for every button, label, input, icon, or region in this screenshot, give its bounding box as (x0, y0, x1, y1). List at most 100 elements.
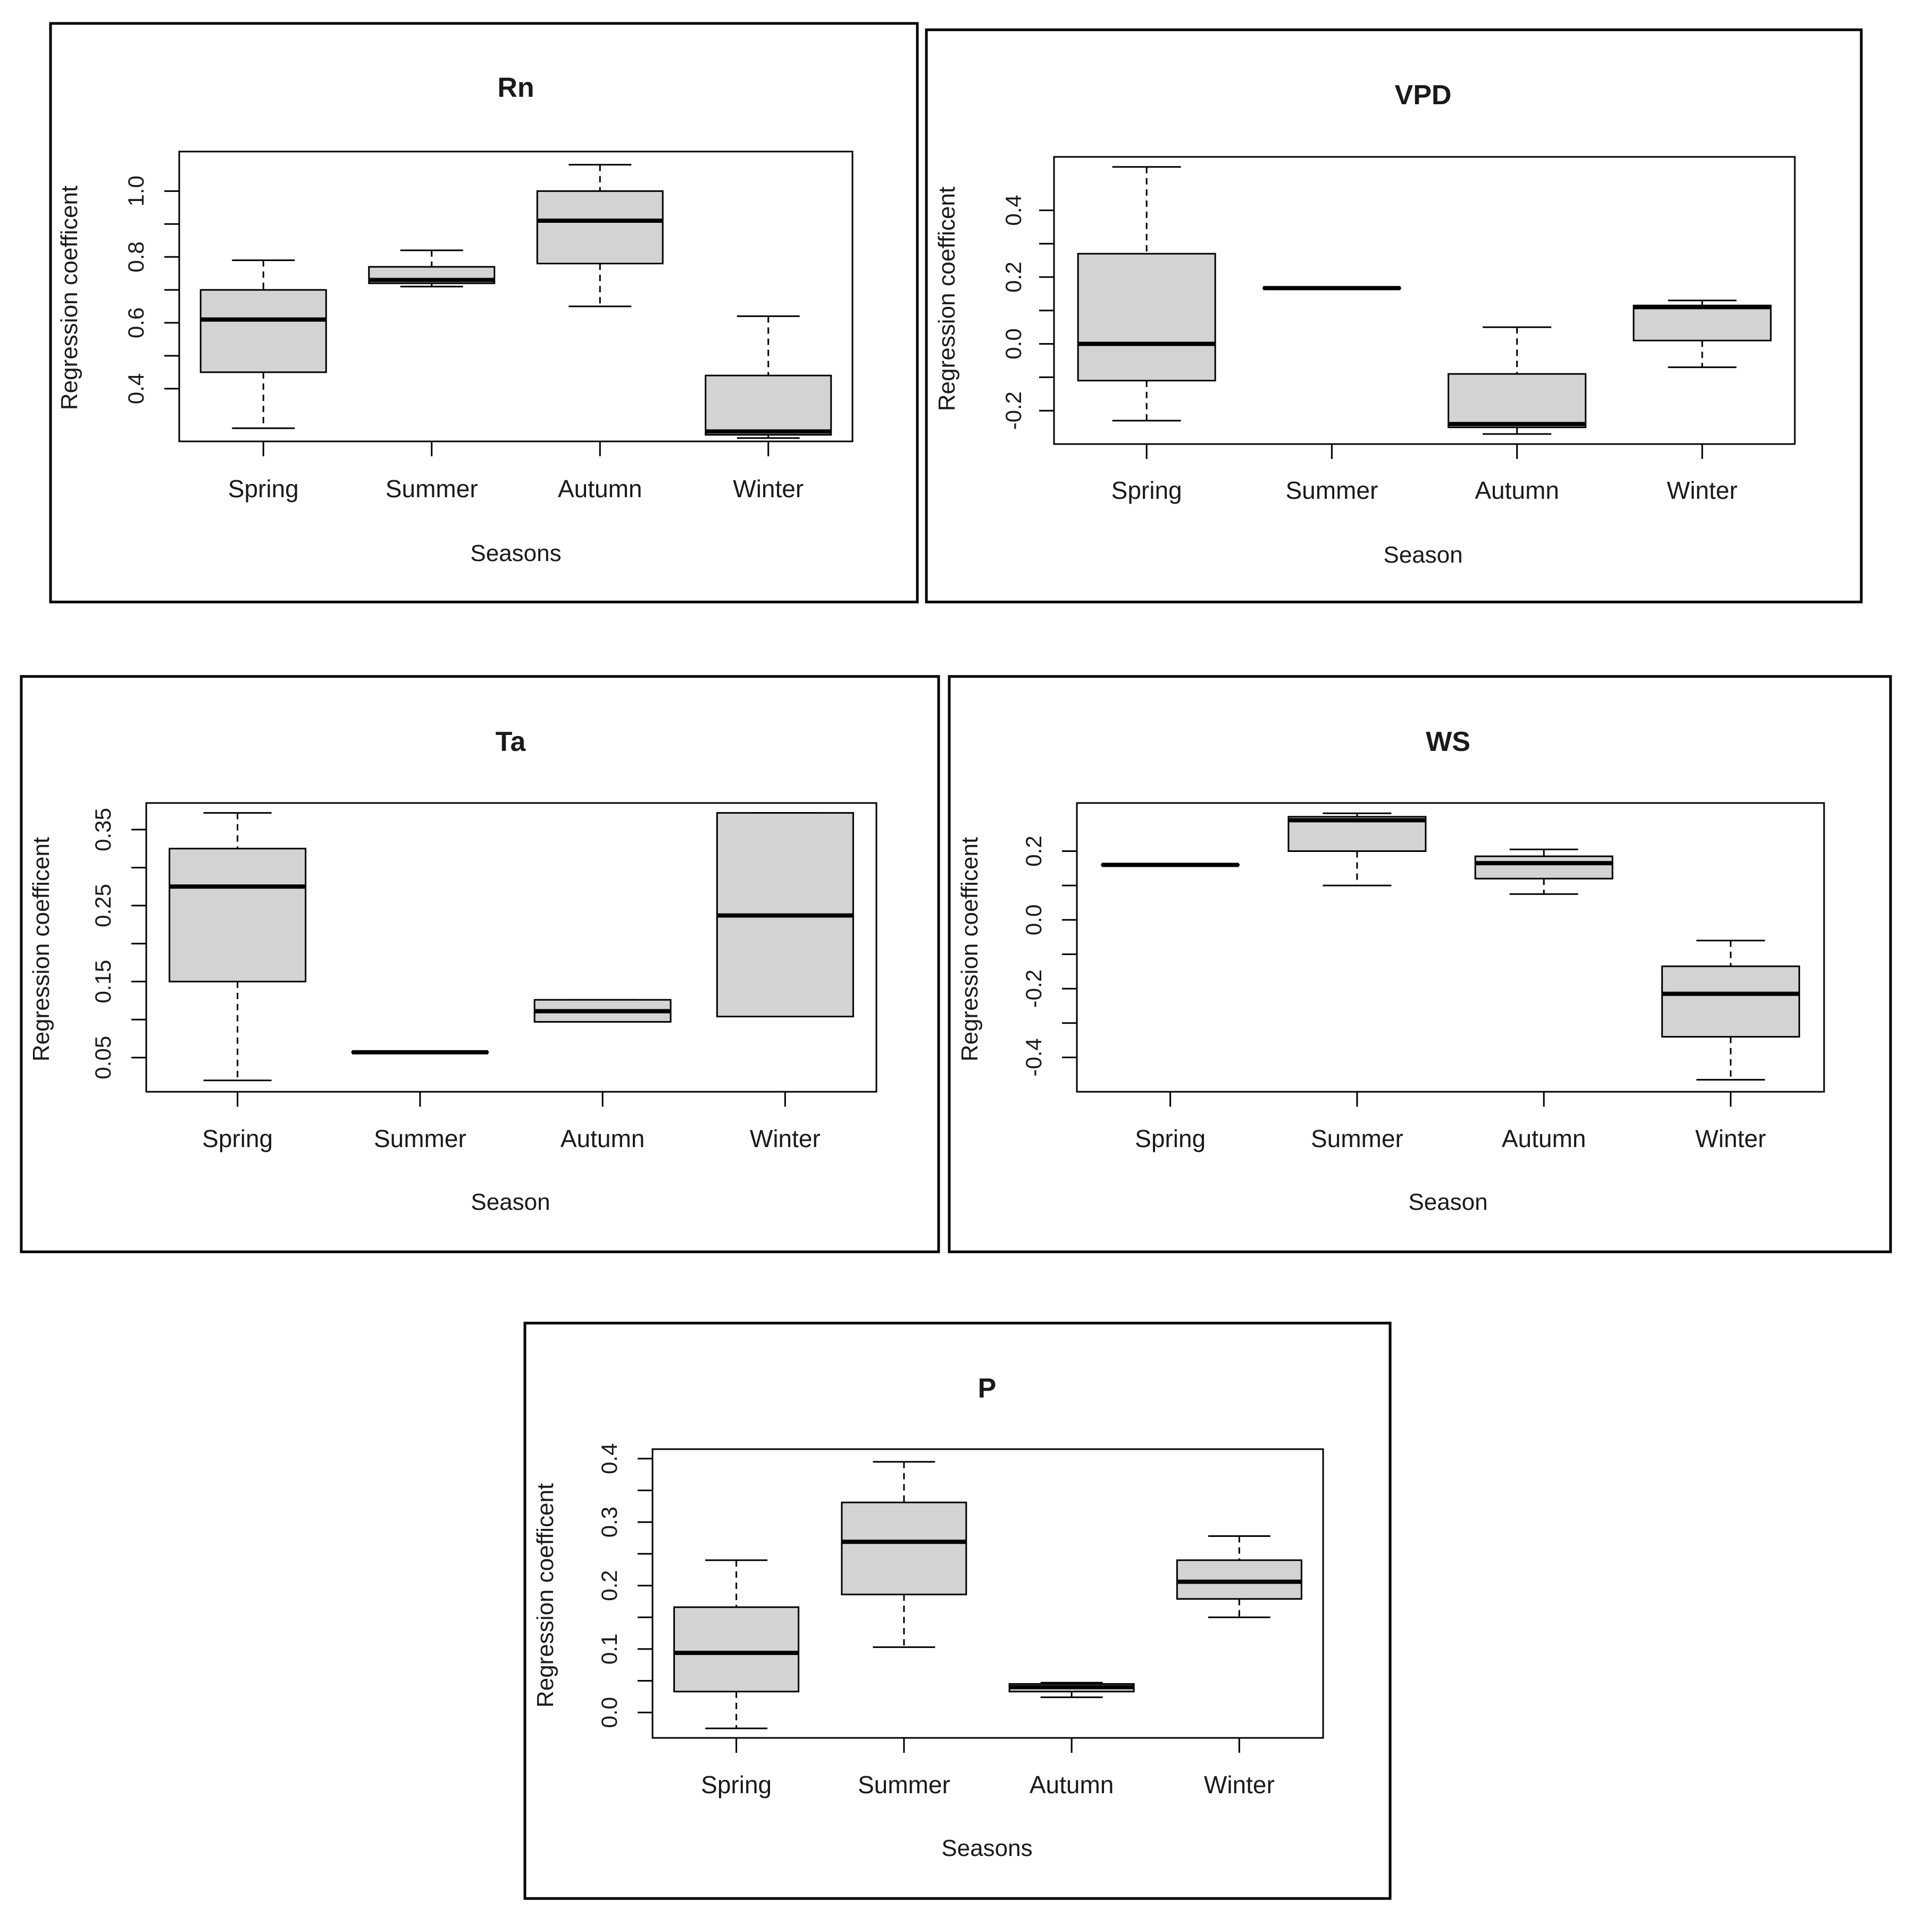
panel-vpd-frame (925, 28, 1863, 604)
y-tick-label: 0.35 (90, 808, 115, 851)
box-body (1633, 304, 1772, 341)
panel-rn: Rn Seasons Regression coefficent 0.40.60… (49, 22, 919, 604)
plot-area-border (145, 802, 877, 1093)
box-body (1661, 965, 1800, 1038)
x-tick-label: Summer (1285, 476, 1378, 504)
y-tick-label: 0.2 (597, 1570, 622, 1601)
y-tick-label: 0.15 (90, 960, 115, 1003)
box-body (1176, 1559, 1302, 1600)
box-winter (1661, 940, 1800, 1081)
box-body (199, 289, 327, 373)
box-spring (199, 259, 327, 429)
panel-ta-title: Ta (496, 726, 526, 757)
y-tick-label: -0.2 (1021, 969, 1046, 1008)
y-tick-label: 0.2 (1021, 835, 1046, 866)
box-autumn (1448, 326, 1587, 435)
panel-p-title: P (978, 1373, 997, 1404)
panel-ws-ylabel: Regression coefficent (957, 837, 983, 1061)
panel-ta: Ta Season Regression coefficent 0.05 0.15… (20, 675, 940, 1253)
y-tick-label: 0.25 (90, 884, 115, 927)
box-body (536, 190, 664, 265)
x-tick-label: Summer (386, 475, 478, 503)
box-autumn (1008, 1682, 1135, 1699)
x-tick-label: Winter (1667, 476, 1737, 504)
box-autumn (533, 999, 672, 1023)
x-tick-label: Spring (228, 475, 299, 503)
panel-rn-title: Rn (497, 72, 534, 103)
plot-area-border (178, 150, 854, 442)
y-tick-label: 0.0 (597, 1697, 622, 1728)
plot-area-border (651, 1448, 1324, 1739)
y-tick-label: 0.4 (1001, 195, 1026, 225)
panel-ws-plot: -0.4 -0.2 0.0 0.2 Spring Summer Autumn Winter (1021, 802, 1825, 1152)
panel-p: P Seasons Regression coefficent 0.00.10.… (523, 1322, 1392, 1900)
panel-ws-frame (948, 675, 1892, 1253)
panel-rn-xlabel: Seasons (470, 540, 561, 566)
panel-ws-title: WS (1426, 726, 1470, 757)
panel-ta-ylabel: Regression coefficent (28, 837, 54, 1061)
panel-p-ylabel: Regression coefficent (532, 1483, 558, 1708)
y-tick-label: 0.0 (1021, 905, 1046, 935)
panel-rn-ylabel: Regression coefficent (56, 186, 82, 410)
y-tick-label: 0.4 (597, 1443, 622, 1474)
y-tick-label: 0.3 (597, 1507, 622, 1537)
box-body (1287, 816, 1427, 852)
x-tick-label: Spring (1135, 1125, 1206, 1152)
box-body (1077, 253, 1216, 382)
box-body (1448, 373, 1587, 429)
box-summer (1287, 812, 1427, 886)
y-tick-label: 0.0 (1001, 328, 1026, 359)
box-winter (716, 812, 854, 1018)
plot-area-border (1076, 802, 1825, 1093)
panel-ws-xlabel: Season (1408, 1189, 1487, 1215)
panel-p-frame (523, 1322, 1392, 1900)
y-tick-label: 0.1 (597, 1634, 622, 1665)
x-tick-label: Summer (374, 1125, 466, 1152)
y-tick-label: 1.0 (123, 175, 148, 206)
x-tick-label: Autumn (1502, 1125, 1586, 1152)
x-tick-label: Spring (1111, 476, 1182, 504)
panel-p-plot: 0.0 0.1 0.2 0.3 0.4 Spring Summer Autumn Winter (597, 1443, 1324, 1799)
x-tick-label: Winter (750, 1125, 821, 1152)
y-tick-label: -0.2 (1001, 391, 1026, 430)
x-tick-label: Spring (701, 1771, 772, 1799)
panel-ta-plot: 0.05 0.15 0.25 0.35 Spring Summer Autumn Winter (90, 802, 877, 1152)
y-tick-label: 0.4 (123, 373, 148, 404)
x-tick-label: Summer (858, 1771, 950, 1799)
x-tick-label: Winter (1204, 1771, 1275, 1799)
box-body (841, 1501, 967, 1595)
y-tick-label: -0.4 (1021, 1038, 1046, 1076)
box-body (673, 1606, 800, 1693)
box-spring (169, 812, 307, 1082)
box-winter (1176, 1535, 1302, 1618)
panel-p-xlabel: Seasons (941, 1835, 1032, 1861)
x-tick-label: Autumn (561, 1125, 645, 1152)
box-spring (1077, 166, 1216, 422)
x-tick-label: Summer (1311, 1125, 1403, 1152)
x-tick-label: Winter (733, 475, 804, 503)
y-tick-label: 0.6 (123, 307, 148, 338)
box-summer (368, 249, 496, 288)
panel-vpd-title: VPD (1395, 80, 1452, 111)
panel-vpd: VPD Season Regression coefficent -0.2 0.0… (925, 28, 1863, 604)
panel-vpd-ylabel: Regression coefficent (934, 187, 960, 411)
x-tick-label: Autumn (1030, 1771, 1114, 1799)
panel-rn-plot: 0.4 0.6 0.8 1.0 Spring Summer Autumn Winter (123, 150, 854, 503)
box-spring (673, 1559, 800, 1729)
box-body (1474, 855, 1613, 880)
y-tick-label: 0.2 (1001, 262, 1026, 292)
panel-ws: WS Season Regression coefficent -0.4 -0.2… (948, 675, 1892, 1253)
panel-ta-xlabel: Season (471, 1189, 550, 1215)
box-winter (705, 315, 832, 439)
y-tick-label: 0.05 (90, 1036, 115, 1080)
x-tick-label: Autumn (558, 475, 642, 503)
y-tick-label: 0.8 (123, 241, 148, 272)
box-winter (1633, 299, 1772, 369)
panel-vpd-xlabel: Season (1383, 542, 1462, 568)
x-tick-label: Autumn (1475, 476, 1559, 504)
box-body (705, 374, 832, 436)
x-tick-label: Winter (1695, 1125, 1766, 1152)
panel-vpd-plot: -0.2 0.0 0.2 0.4 Spring Summer Autumn Winter (1001, 156, 1796, 504)
box-body (169, 848, 307, 983)
plot-area-border (1053, 156, 1796, 445)
